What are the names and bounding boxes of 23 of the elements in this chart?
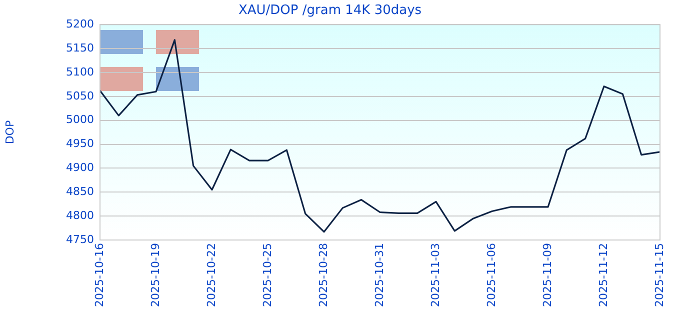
y-tick-label: 4800	[66, 208, 94, 222]
y-tick-label: 5200	[66, 17, 94, 30]
chart-title: XAU/DOP /gram 14K 30days	[238, 3, 422, 18]
x-tick-label: 2025-11-15	[652, 243, 666, 307]
x-tick-label: 2025-10-19	[148, 243, 162, 307]
x-tick-label: 2025-10-22	[204, 243, 218, 307]
x-tick-label: 2025-11-12	[596, 243, 610, 307]
y-tick-label: 4750	[66, 232, 94, 246]
y-tick-label: 5000	[66, 113, 94, 126]
y-tick-label: 5100	[66, 65, 94, 78]
y-tick-label: 4950	[66, 137, 94, 150]
x-tick-label: 2025-11-03	[428, 243, 442, 307]
x-tick-label: 2025-10-25	[260, 243, 274, 307]
y-tick-label: 4850	[66, 184, 94, 198]
x-tick-label: 2025-10-16	[92, 243, 106, 307]
x-tick-label: 2025-11-09	[540, 243, 554, 307]
x-tick-label: 2025-10-31	[372, 243, 386, 307]
y-axis-title: DOP	[3, 120, 16, 144]
y-tick-label: 4900	[66, 161, 94, 174]
y-tick-label: 5050	[66, 89, 94, 102]
x-tick-label: 2025-11-06	[484, 243, 498, 307]
x-tick-label: 2025-10-28	[316, 243, 330, 307]
y-tick-label: 5150	[66, 41, 94, 54]
